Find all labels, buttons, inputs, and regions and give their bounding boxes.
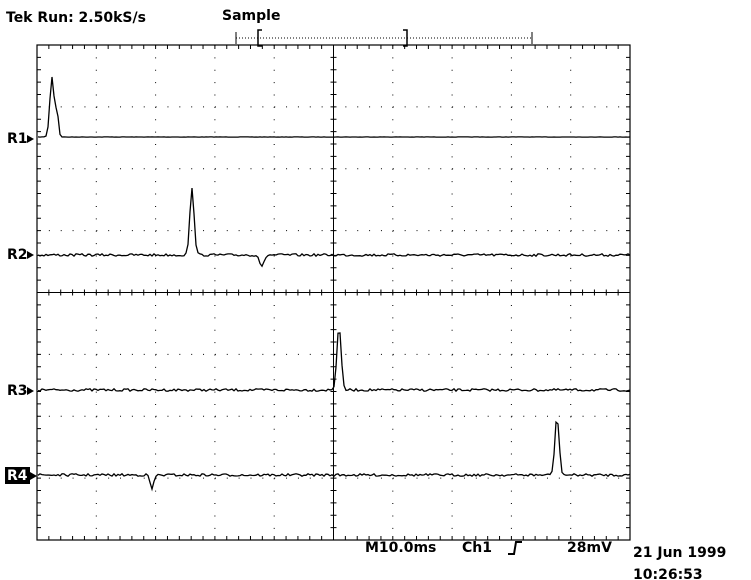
trigger-source-text: Ch1: [462, 540, 492, 556]
status-text: Tek Run: 2.50kS/s: [6, 10, 146, 26]
record-bracket: [235, 29, 533, 47]
trace: [37, 188, 631, 268]
channel-label: R2: [7, 247, 28, 263]
channel-label: R1: [7, 131, 28, 147]
trace: [37, 332, 631, 393]
timebase-text: M10.0ms: [365, 540, 436, 556]
trigger-level-text: 28mV: [567, 540, 612, 556]
selected-channel-box: [5, 467, 30, 484]
mode-text: Sample: [222, 8, 280, 24]
graticule: [36, 44, 631, 541]
channel-label: R4: [7, 468, 28, 484]
trace: [37, 420, 631, 492]
time-text: 10:26:53: [633, 567, 703, 580]
channel-label: R3: [7, 383, 28, 399]
trace: [37, 76, 631, 138]
trigger-slope-icon: [508, 541, 522, 555]
date-text: 21 Jun 1999: [633, 545, 726, 561]
channel-labels: R1 R2 R3 R4: [5, 131, 37, 484]
channel-markers: [27, 135, 37, 480]
traces: [37, 76, 631, 492]
